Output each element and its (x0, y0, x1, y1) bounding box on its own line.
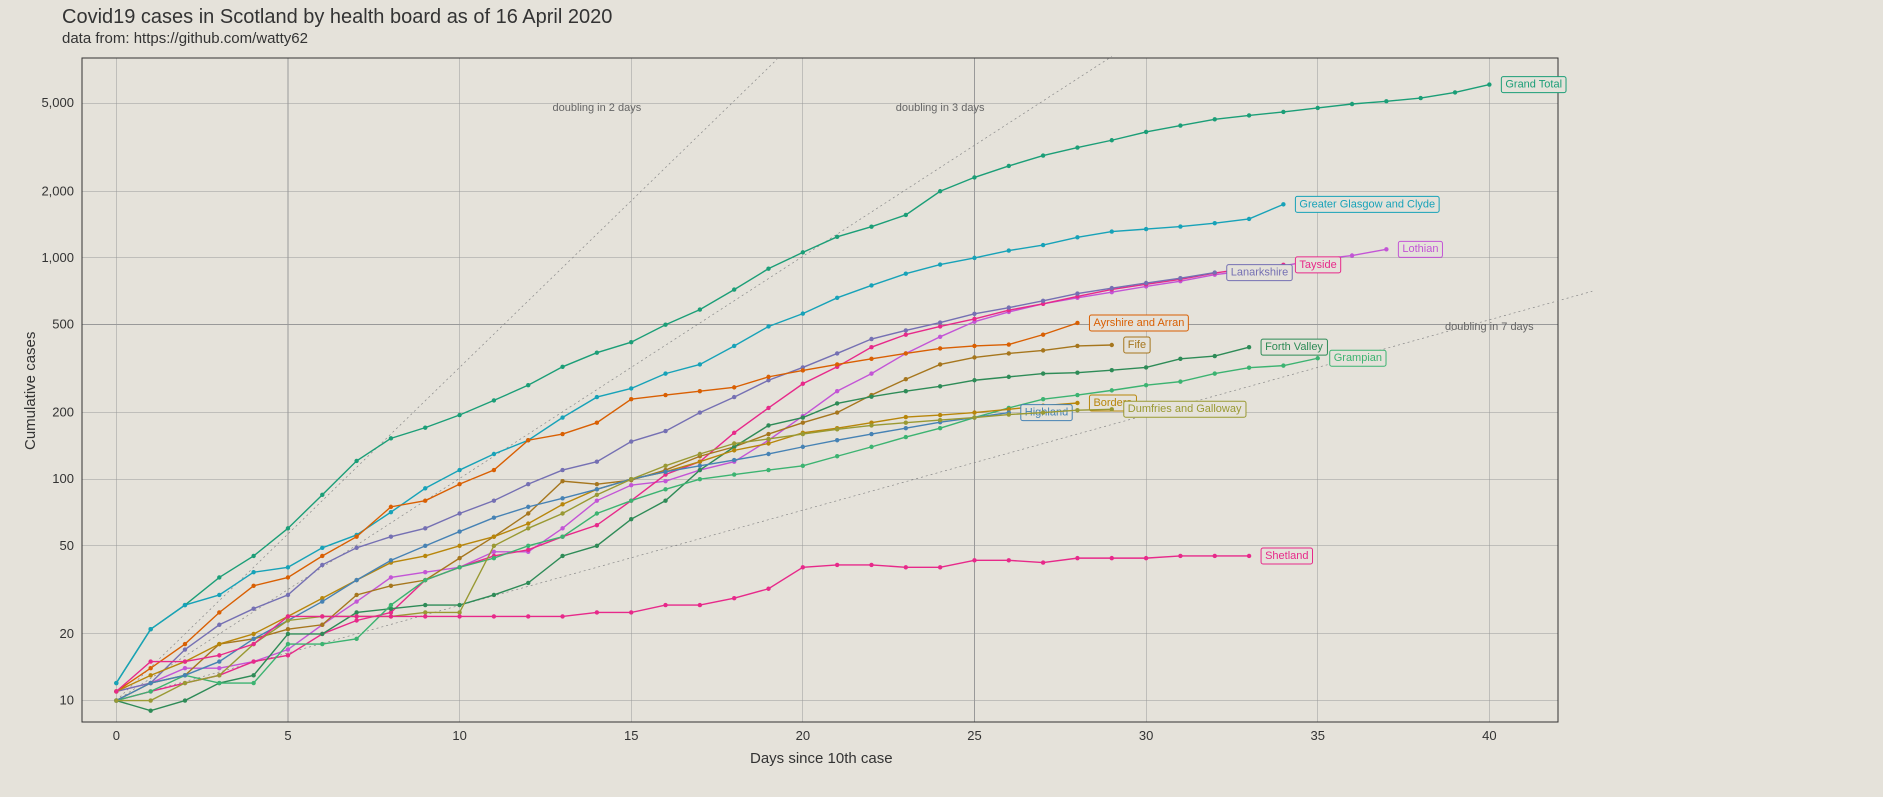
series-label: Forth Valley (1261, 339, 1327, 355)
x-axis-label: Days since 10th case (750, 750, 893, 767)
svg-text:Dumfries and Galloway: Dumfries and Galloway (1128, 403, 1242, 415)
y-axis-label: Cumulative cases (22, 332, 39, 450)
series-label: Lothian (1398, 241, 1442, 257)
svg-text:1,000: 1,000 (41, 250, 74, 265)
series-label: Grand Total (1501, 77, 1566, 93)
series-label: Lanarkshire (1227, 265, 1292, 281)
svg-text:10: 10 (452, 728, 466, 743)
svg-text:500: 500 (52, 317, 74, 332)
svg-text:Lanarkshire: Lanarkshire (1231, 267, 1288, 279)
svg-text:50: 50 (60, 538, 74, 553)
series-label: Fife (1124, 337, 1150, 353)
svg-text:5: 5 (284, 728, 291, 743)
series-label: Tayside (1295, 257, 1340, 273)
svg-text:doubling in 3 days: doubling in 3 days (896, 102, 985, 114)
series-label: Ayrshire and Arran (1089, 315, 1188, 331)
svg-text:5,000: 5,000 (41, 95, 74, 110)
svg-text:15: 15 (624, 728, 638, 743)
svg-text:Shetland: Shetland (1265, 550, 1308, 562)
series-label: Shetland (1261, 548, 1312, 564)
svg-text:25: 25 (967, 728, 981, 743)
series-label: Greater Glasgow and Clyde (1295, 196, 1439, 212)
svg-text:Greater Glasgow and Clyde: Greater Glasgow and Clyde (1299, 198, 1435, 210)
series-label: Dumfries and Galloway (1124, 401, 1246, 417)
svg-text:40: 40 (1482, 728, 1496, 743)
svg-text:0: 0 (113, 728, 120, 743)
svg-text:Forth Valley: Forth Valley (1265, 341, 1323, 353)
chart-svg: 0 5 10 15 20 25 30 35 40 10 20 50 100 200 500 1,000 2,00… (0, 0, 1883, 797)
svg-text:Fife: Fife (1128, 339, 1146, 351)
svg-text:Grampian: Grampian (1334, 352, 1382, 364)
svg-text:Tayside: Tayside (1299, 259, 1336, 271)
svg-text:doubling in 7 days: doubling in 7 days (1445, 321, 1534, 333)
svg-text:200: 200 (52, 405, 74, 420)
series-label: Grampian (1330, 350, 1386, 366)
svg-text:10: 10 (60, 693, 74, 708)
svg-text:35: 35 (1310, 728, 1324, 743)
chart-container: Covid19 cases in Scotland by health boar… (0, 0, 1883, 797)
svg-text:30: 30 (1139, 728, 1153, 743)
svg-text:20: 20 (60, 626, 74, 641)
svg-text:doubling in 2 days: doubling in 2 days (553, 102, 642, 114)
svg-text:100: 100 (52, 471, 74, 486)
svg-text:Ayrshire and Arran: Ayrshire and Arran (1093, 317, 1184, 329)
svg-text:Grand Total: Grand Total (1505, 78, 1562, 90)
svg-text:2,000: 2,000 (41, 183, 74, 198)
svg-text:Lothian: Lothian (1402, 243, 1438, 255)
svg-text:20: 20 (796, 728, 810, 743)
